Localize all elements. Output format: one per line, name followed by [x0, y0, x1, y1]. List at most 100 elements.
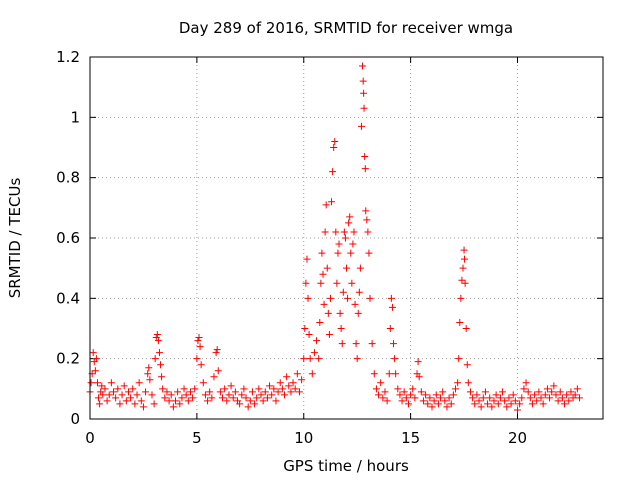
data-point — [567, 388, 575, 396]
data-point — [499, 388, 507, 396]
data-point — [383, 397, 391, 405]
data-point — [388, 303, 396, 311]
data-point — [317, 279, 325, 287]
data-point — [398, 397, 406, 405]
data-point — [295, 388, 303, 396]
data-point — [328, 198, 336, 206]
data-point — [133, 391, 141, 399]
data-point — [259, 397, 267, 405]
data-point — [364, 228, 372, 236]
data-point — [180, 385, 188, 393]
data-point — [339, 288, 347, 296]
data-point — [535, 388, 543, 396]
data-point — [346, 213, 354, 221]
data-point — [261, 388, 269, 396]
data-point — [319, 270, 327, 278]
data-point — [471, 400, 479, 408]
y-axis-label: SRMTID / TECUs — [6, 178, 24, 299]
data-point — [370, 370, 378, 378]
data-point — [195, 334, 203, 342]
data-point — [197, 361, 205, 369]
data-point — [227, 382, 235, 390]
data-point — [415, 373, 423, 381]
data-point — [336, 309, 344, 317]
data-point — [263, 394, 271, 402]
data-point — [359, 77, 367, 85]
data-point — [291, 385, 299, 393]
data-point — [193, 355, 201, 363]
data-point — [443, 403, 451, 411]
data-point — [363, 216, 371, 224]
data-point — [479, 394, 487, 402]
data-point — [246, 397, 254, 405]
data-point — [466, 388, 474, 396]
data-point — [387, 294, 395, 302]
data-point — [520, 385, 528, 393]
data-point — [238, 391, 246, 399]
data-point — [522, 379, 530, 387]
data-point — [575, 394, 583, 402]
data-point — [509, 391, 517, 399]
data-point — [194, 337, 202, 345]
data-point — [293, 370, 301, 378]
data-point — [167, 391, 175, 399]
x-tick-label: 15 — [401, 429, 420, 447]
data-point — [463, 361, 471, 369]
data-point — [159, 385, 167, 393]
data-point — [375, 391, 383, 399]
data-point — [154, 337, 162, 345]
data-point — [287, 388, 295, 396]
data-point — [91, 367, 99, 375]
data-point — [541, 391, 549, 399]
data-point — [306, 355, 314, 363]
data-point — [505, 394, 513, 402]
data-point — [87, 379, 95, 387]
data-point — [304, 294, 312, 302]
data-point — [189, 394, 197, 402]
data-point — [116, 400, 124, 408]
data-point — [484, 400, 492, 408]
data-point — [488, 403, 496, 411]
data-point — [112, 394, 120, 402]
y-tick-label: 0.8 — [56, 169, 80, 187]
data-point — [394, 385, 402, 393]
data-point — [372, 385, 380, 393]
data-point — [329, 168, 337, 176]
data-point — [302, 279, 310, 287]
data-point — [253, 394, 261, 402]
data-point — [404, 400, 412, 408]
data-point — [449, 391, 457, 399]
data-point — [92, 355, 100, 363]
data-point — [460, 255, 468, 263]
data-point — [481, 388, 489, 396]
data-point — [396, 391, 404, 399]
data-point — [96, 400, 104, 408]
data-point — [135, 379, 143, 387]
data-point — [137, 397, 145, 405]
data-point — [368, 340, 376, 348]
data-point — [272, 397, 280, 405]
data-point — [216, 388, 224, 396]
data-point — [278, 385, 286, 393]
y-tick-label: 0 — [70, 410, 80, 428]
data-point — [142, 388, 150, 396]
data-point — [353, 355, 361, 363]
data-point — [196, 343, 204, 351]
plot-frame — [89, 56, 604, 420]
data-point — [437, 394, 445, 402]
data-point — [411, 394, 419, 402]
data-point — [289, 379, 297, 387]
data-point — [266, 382, 274, 390]
data-point — [331, 137, 339, 145]
data-point — [357, 122, 365, 130]
data-point — [182, 391, 190, 399]
data-point — [99, 391, 107, 399]
axis-ticks: 0 0.2 0.4 0.6 0.8 1 1.2 0 5 10 15 20 — [56, 48, 603, 447]
data-point — [158, 373, 166, 381]
data-point — [434, 400, 442, 408]
x-tick-label: 20 — [508, 429, 527, 447]
data-point — [554, 397, 562, 405]
data-point — [298, 376, 306, 384]
data-point — [281, 391, 289, 399]
data-point — [127, 394, 135, 402]
